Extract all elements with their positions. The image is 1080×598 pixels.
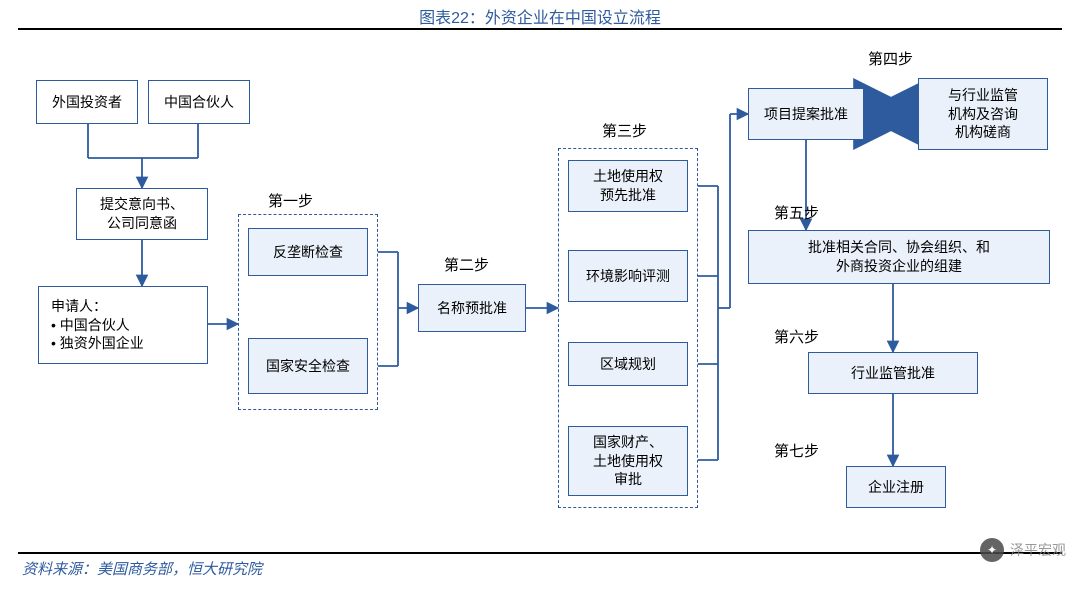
rule-bottom [18,552,1062,554]
flowchart-canvas: 第一步 第二步 第三步 第四步 第五步 第六步 第七步 外国投资者 中国合伙人 … [18,28,1062,552]
node-land-use-preapproval: 土地使用权预先批准 [568,160,688,212]
step-label-4: 第四步 [868,48,913,69]
step-label-2: 第二步 [444,254,489,275]
wechat-icon: ✦ [980,538,1004,562]
node-foreign-investor: 外国投资者 [36,80,138,124]
node-register: 企业注册 [846,466,946,508]
step-label-1: 第一步 [268,190,313,211]
step-label-6: 第六步 [774,326,819,347]
watermark-text: 泽平宏观 [1010,540,1066,560]
source-line: 资料来源：美国商务部，恒大研究院 [22,558,262,579]
node-applicant: 申请人：• 中国合伙人• 独资外国企业 [38,286,208,364]
step-label-5: 第五步 [774,202,819,223]
step-label-7: 第七步 [774,440,819,461]
node-industry-approval: 行业监管批准 [808,352,978,394]
node-anti-monopoly: 反垄断检查 [248,228,368,276]
node-national-security: 国家安全检查 [248,338,368,394]
node-consult-regulator: 与行业监管机构及咨询机构磋商 [918,78,1048,150]
node-state-property: 国家财产、土地使用权审批 [568,426,688,496]
node-chinese-partner: 中国合伙人 [148,80,250,124]
node-project-proposal: 项目提案批准 [748,88,864,140]
node-submit-loi: 提交意向书、公司同意函 [76,188,208,240]
node-zoning: 区域规划 [568,342,688,386]
step-label-3: 第三步 [602,120,647,141]
node-approve-contracts: 批准相关合同、协会组织、和外商投资企业的组建 [748,230,1050,284]
node-eia: 环境影响评测 [568,250,688,302]
watermark: ✦ 泽平宏观 [980,538,1066,562]
node-name-preapproval: 名称预批准 [418,284,526,332]
